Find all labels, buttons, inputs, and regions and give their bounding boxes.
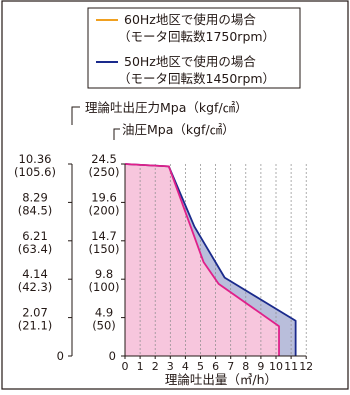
y-axis-label-inner: 油圧Mpa（kgf/㎠） [122, 122, 235, 137]
grid [139, 164, 307, 356]
x-tick-label: 10 [269, 360, 283, 373]
x-tick-label: 9 [257, 360, 264, 373]
legend: 60Hz地区で使用の場合 （モータ回転数1750rpm） 50Hz地区で使用の場… [87, 7, 301, 89]
legend-label-50hz: 50Hz地区で使用の場合 [124, 54, 256, 69]
tick-labels: 0 1 2 3 4 5 6 7 8 9 10 11 1224.5(250)10.36(105.6)19.… [14, 152, 313, 373]
inner-y-tick-mpa: 4.9 [95, 306, 113, 320]
outer-y-tick-mpa: 2.07 [22, 306, 48, 320]
inner-y-tick-kgf: (100) [89, 280, 120, 294]
outer-y-tick-mpa: 4.14 [22, 267, 48, 281]
x-tick-label: 4 [182, 360, 189, 373]
x-tick-label: 8 [242, 360, 249, 373]
x-tick-label: 7 [227, 360, 234, 373]
x-tick-label: 1 [137, 360, 144, 373]
inner-y-tick-kgf: (250) [89, 165, 120, 179]
x-axis-label: 理論吐出量（㎥/h） [165, 372, 277, 387]
x-tick-label: 11 [284, 360, 298, 373]
outer-y-tick-mpa: 0 [57, 349, 64, 363]
inner-y-tick-mpa: 0 [109, 349, 116, 363]
legend-label-60hz: 60Hz地区で使用の場合 [124, 12, 256, 27]
x-tick-label: 5 [197, 360, 204, 373]
x-tick-label: 12 [299, 360, 313, 373]
inner-y-tick-kgf: (50) [92, 319, 116, 333]
legend-box [87, 7, 301, 89]
legend-sublabel-60hz: （モータ回転数1750rpm） [118, 29, 275, 44]
outer-y-tick-mpa: 10.36 [19, 152, 52, 166]
x-tick-label: 6 [212, 360, 219, 373]
x-tick-label: 0 [122, 360, 129, 373]
inner-y-tick-kgf: (150) [89, 242, 120, 256]
x-tick-label: 3 [167, 360, 174, 373]
inner-y-tick-mpa: 14.7 [91, 229, 117, 243]
inner-y-tick-mpa: 19.6 [91, 190, 117, 204]
outer-y-tick-mpa: 6.21 [22, 229, 48, 243]
series-fills [125, 164, 296, 356]
inner-y-tick-kgf: (200) [89, 203, 120, 217]
series-line-0 [124, 163, 280, 356]
outer-y-tick-kgf: (42.3) [18, 280, 53, 294]
outer-y-tick-kgf: (105.6) [14, 165, 56, 179]
outer-y-tick-kgf: (84.5) [18, 203, 53, 217]
outer-y-tick-mpa: 8.29 [22, 190, 48, 204]
series-lines [124, 163, 297, 356]
outer-y-tick-kgf: (63.4) [18, 242, 53, 256]
inner-y-tick-mpa: 9.8 [95, 267, 113, 281]
outer-axis-bracket [71, 106, 80, 125]
outer-y-tick-kgf: (21.1) [18, 319, 53, 333]
y-axis-label-outer: 理論吐出圧力Mpa（kgf/㎠） [85, 100, 248, 115]
x-tick-label: 2 [152, 360, 159, 373]
legend-sublabel-50hz: （モータ回転数1450rpm） [118, 71, 275, 86]
inner-axis-bracket [113, 128, 120, 140]
axes [68, 163, 307, 359]
inner-y-tick-mpa: 24.5 [91, 152, 117, 166]
